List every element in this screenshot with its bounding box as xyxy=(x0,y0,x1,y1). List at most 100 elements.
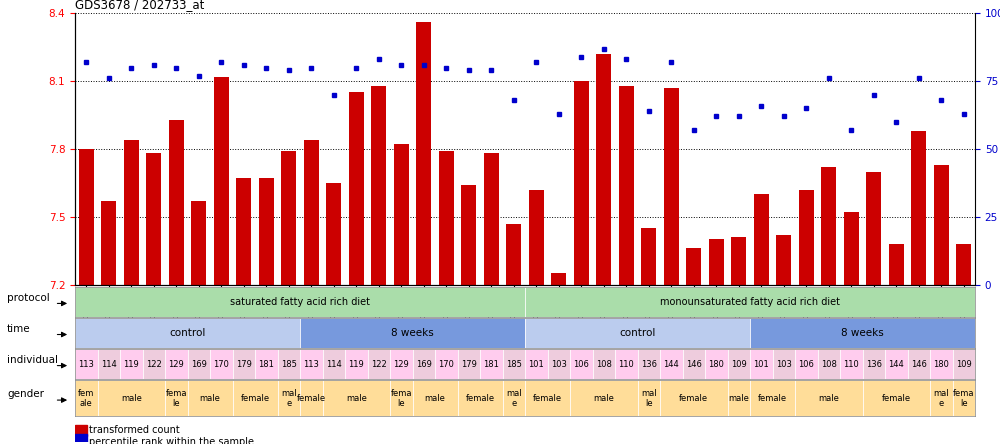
Bar xyxy=(660,349,682,379)
Bar xyxy=(75,434,87,444)
Text: 136: 136 xyxy=(641,360,657,369)
Text: 122: 122 xyxy=(371,360,387,369)
Bar xyxy=(862,349,885,379)
Bar xyxy=(750,318,975,348)
Bar xyxy=(304,140,319,285)
Text: mal
le: mal le xyxy=(641,388,657,408)
Text: female: female xyxy=(465,394,495,403)
Bar xyxy=(525,318,750,348)
Text: time: time xyxy=(7,325,31,334)
Bar xyxy=(165,380,188,416)
Text: female: female xyxy=(240,394,270,403)
Bar xyxy=(345,349,368,379)
Text: 144: 144 xyxy=(888,360,904,369)
Bar xyxy=(326,183,341,285)
Bar xyxy=(795,380,862,416)
Text: 179: 179 xyxy=(236,360,252,369)
Text: male: male xyxy=(728,394,749,403)
Bar xyxy=(124,140,139,285)
Bar xyxy=(349,92,364,285)
Bar xyxy=(506,224,521,285)
Text: male: male xyxy=(593,394,614,403)
Text: female: female xyxy=(882,394,911,403)
Bar xyxy=(728,380,750,416)
Bar xyxy=(772,349,795,379)
Bar xyxy=(795,349,818,379)
Text: 119: 119 xyxy=(348,360,364,369)
Text: 122: 122 xyxy=(146,360,162,369)
Bar xyxy=(322,349,345,379)
Bar xyxy=(934,165,949,285)
Bar xyxy=(728,349,750,379)
Bar xyxy=(641,228,656,285)
Text: transformed count: transformed count xyxy=(89,424,180,435)
Bar xyxy=(705,349,728,379)
Bar xyxy=(236,178,251,285)
Bar xyxy=(754,194,769,285)
Bar xyxy=(439,151,454,285)
Text: 106: 106 xyxy=(798,360,814,369)
Text: 169: 169 xyxy=(191,360,207,369)
Text: 144: 144 xyxy=(663,360,679,369)
Bar xyxy=(368,349,390,379)
Bar xyxy=(574,81,589,285)
Text: 119: 119 xyxy=(123,360,139,369)
Bar xyxy=(75,424,87,436)
Bar xyxy=(529,190,544,285)
Bar xyxy=(169,119,184,285)
Text: 181: 181 xyxy=(483,360,499,369)
Text: female: female xyxy=(297,394,326,403)
Text: 169: 169 xyxy=(416,360,432,369)
Bar xyxy=(300,349,322,379)
Bar xyxy=(551,274,566,285)
Text: male: male xyxy=(346,394,367,403)
Bar xyxy=(120,349,143,379)
Bar xyxy=(862,380,930,416)
Text: 185: 185 xyxy=(281,360,297,369)
Bar xyxy=(821,167,836,285)
Bar xyxy=(570,380,638,416)
Text: 185: 185 xyxy=(506,360,522,369)
Text: saturated fatty acid rich diet: saturated fatty acid rich diet xyxy=(230,297,370,307)
Text: 180: 180 xyxy=(933,360,949,369)
Bar xyxy=(98,380,165,416)
Text: female: female xyxy=(679,394,708,403)
Text: control: control xyxy=(169,328,206,338)
Bar xyxy=(930,349,952,379)
Text: 108: 108 xyxy=(821,360,837,369)
Bar xyxy=(866,171,881,285)
Bar xyxy=(101,201,116,285)
Bar xyxy=(480,349,503,379)
Bar xyxy=(278,349,300,379)
Bar xyxy=(885,349,908,379)
Bar xyxy=(952,380,975,416)
Text: 101: 101 xyxy=(753,360,769,369)
Bar xyxy=(908,349,930,379)
Text: 8 weeks: 8 weeks xyxy=(841,328,884,338)
Bar xyxy=(844,212,859,285)
Bar xyxy=(278,380,300,416)
Bar xyxy=(930,380,952,416)
Bar xyxy=(818,349,840,379)
Text: 109: 109 xyxy=(956,360,972,369)
Bar xyxy=(300,318,525,348)
Text: 136: 136 xyxy=(866,360,882,369)
Bar xyxy=(371,86,386,285)
Bar xyxy=(232,380,278,416)
Bar xyxy=(596,54,611,285)
Text: 103: 103 xyxy=(776,360,792,369)
Text: fem
ale: fem ale xyxy=(78,388,94,408)
Text: 146: 146 xyxy=(911,360,927,369)
Bar xyxy=(889,244,904,285)
Text: mal
e: mal e xyxy=(506,388,522,408)
Bar xyxy=(416,22,431,285)
Text: 8 weeks: 8 weeks xyxy=(391,328,434,338)
Bar xyxy=(638,349,660,379)
Bar xyxy=(709,239,724,285)
Bar xyxy=(503,380,525,416)
Text: 180: 180 xyxy=(708,360,724,369)
Text: 181: 181 xyxy=(258,360,274,369)
Text: individual: individual xyxy=(7,356,58,365)
Text: fema
le: fema le xyxy=(166,388,187,408)
Bar xyxy=(281,151,296,285)
